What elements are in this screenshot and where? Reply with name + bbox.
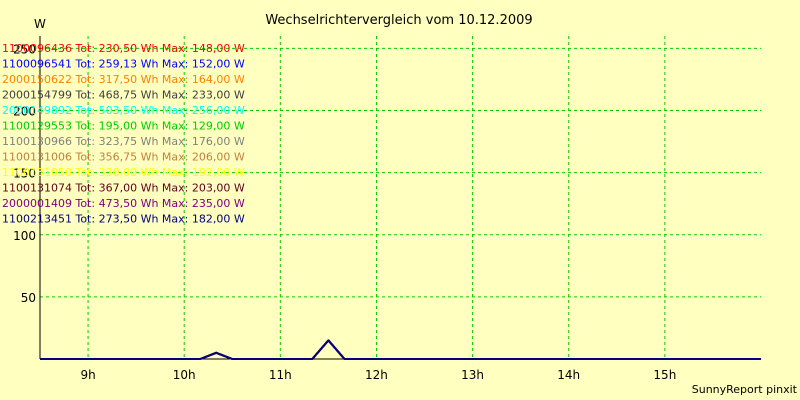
legend-entry: 1100131074 Tot: 367,00 Wh Max: 203,00 W [2,182,245,195]
series-line-11 [40,339,761,360]
legend-entry: 1100130966 Tot: 323,75 Wh Max: 176,00 W [2,135,245,148]
series-line-7 [40,339,761,360]
y-tick-label: 200 [13,105,36,119]
legend-entry: 2000149892 Tot: 503,50 Wh Max: 256,00 W [2,104,245,117]
series-line-8 [40,339,761,360]
y-axis-unit: W [34,17,46,31]
series-line-9 [40,339,761,360]
legend-entry: 1100131006 Tot: 356,75 Wh Max: 206,00 W [2,151,245,164]
series-line-3 [40,339,761,360]
ticks: 50 100 150 200 250 9h 10h 11h 12h 13h 14h 15h [13,42,676,382]
y-tick-label: 100 [13,229,36,243]
series-line-2 [40,339,761,360]
legend-entry: 2000001409 Tot: 473,50 Wh Max: 235,00 W [2,197,245,210]
series [40,339,761,360]
legend: 1100096436 Tot: 230,50 Wh Max: 148,00 W 1… [2,42,245,226]
series-line-5 [40,339,761,360]
legend-entry: 1100131050 Tot: 330,00 Wh Max: 192,00 W [2,166,245,179]
x-tick-label: 12h [365,368,388,382]
x-tick-label: 14h [557,368,580,382]
series-line-6 [40,339,761,360]
legend-entry: 2000154799 Tot: 468,75 Wh Max: 233,00 W [2,89,245,102]
x-tick-label: 13h [461,368,484,382]
grid [40,36,761,359]
legend-entry: 1100096541 Tot: 259,13 Wh Max: 152,00 W [2,58,245,71]
series-line-10 [40,339,761,360]
y-tick-label: 250 [13,42,36,56]
footer-credit: SunnyReport pinxit [692,383,798,396]
x-tick-label: 10h [173,368,196,382]
series-line-0 [40,339,761,360]
legend-entry: 1100213451 Tot: 273,50 Wh Max: 182,00 W [2,213,245,226]
x-tick-label: 15h [653,368,676,382]
legend-entry: 1100129553 Tot: 195,00 Wh Max: 129,00 W [2,120,245,133]
chart-title: Wechselrichtervergleich vom 10.12.2009 [265,13,532,28]
y-tick-label: 50 [21,291,36,305]
series-line-1 [40,339,761,360]
legend-entry: 2000150622 Tot: 317,50 Wh Max: 164,00 W [2,73,245,86]
series-line-4 [40,339,761,360]
legend-entry: 1100096436 Tot: 230,50 Wh Max: 148,00 W [2,42,245,55]
x-tick-label: 11h [269,368,292,382]
y-tick-label: 150 [13,167,36,181]
x-tick-label: 9h [80,368,95,382]
